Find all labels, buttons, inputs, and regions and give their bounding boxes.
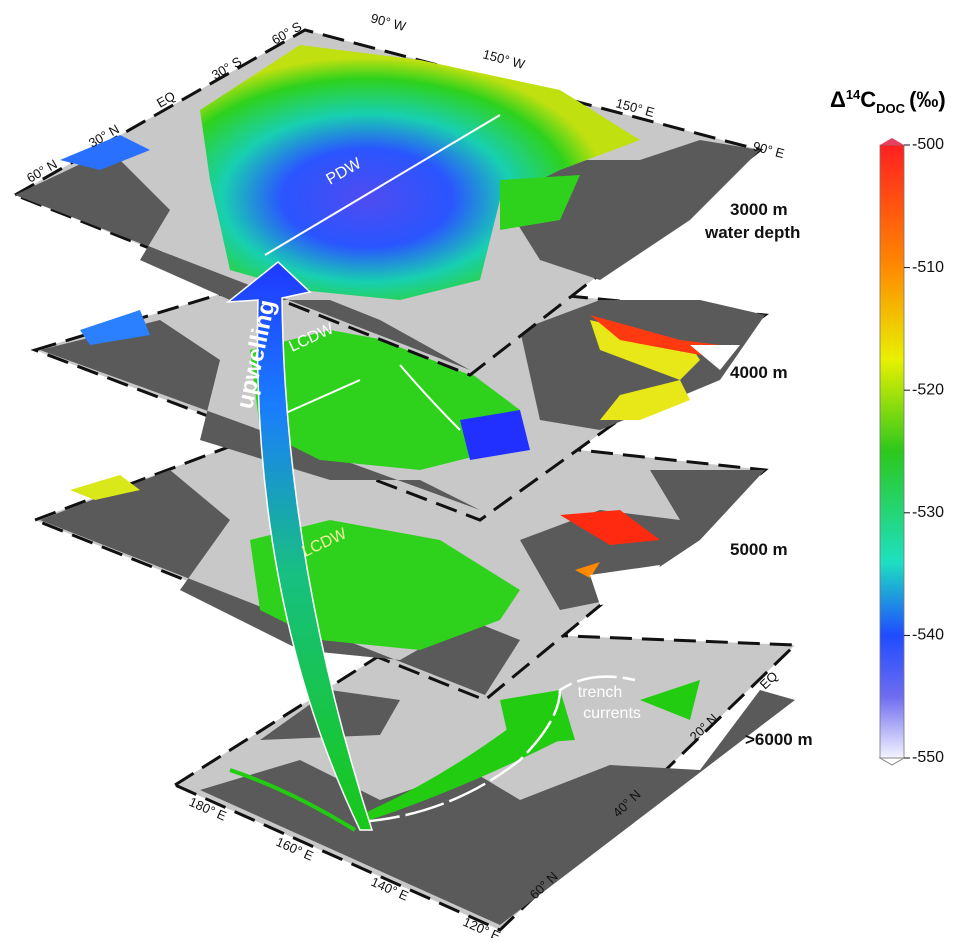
colorbar-cap <box>880 758 904 765</box>
title-part: Δ <box>830 87 846 112</box>
colorbar-tick-label: -530 <box>912 504 944 521</box>
colorbar-tick-label: -520 <box>912 381 944 398</box>
coord-label: 150° W <box>481 46 527 72</box>
title-part: 14 <box>846 87 861 102</box>
colorbar-tick-label: -540 <box>912 627 944 644</box>
title-part: DOC <box>876 101 906 116</box>
title-part: C <box>860 87 876 112</box>
title-part: (‰) <box>909 87 946 112</box>
depth-label: 4000 m <box>730 363 788 382</box>
colorbar-tick-label: -550 <box>912 749 944 766</box>
annotation: currents <box>583 705 641 722</box>
coord-label: 90° W <box>369 10 408 34</box>
depth-label: water depth <box>704 223 800 242</box>
colorbar-tick-label: -500 <box>912 136 944 153</box>
depth-label: 5000 m <box>730 540 788 559</box>
depth-label: 3000 m <box>730 200 788 219</box>
coord-label: 90° E <box>751 138 786 161</box>
depth-label: >6000 m <box>745 730 813 749</box>
colorbar: Δ14CDOC(‰) -500 -510 -520 -530 -540 -550 <box>830 87 946 766</box>
annotation: trench <box>578 684 622 701</box>
colorbar-title: Δ14CDOC(‰) <box>830 87 946 116</box>
colorbar-cap <box>880 138 904 145</box>
figure: PDW LCDW LCDW upwelling trench currents … <box>0 0 969 938</box>
colorbar-tick-label: -510 <box>912 259 944 276</box>
colorbar-scale <box>880 145 904 758</box>
